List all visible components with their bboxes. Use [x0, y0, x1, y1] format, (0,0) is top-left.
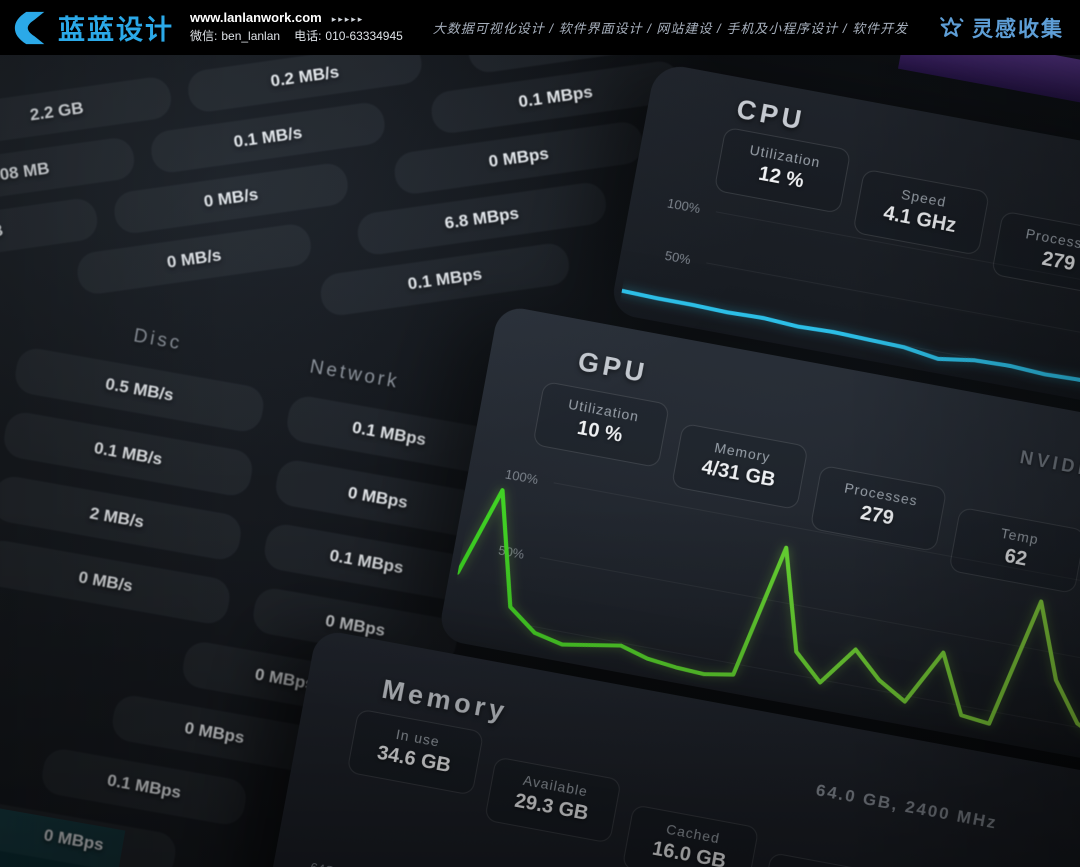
cpu-chart: 100% 50%: [610, 195, 1080, 504]
website-link[interactable]: www.lanlanwork.com: [190, 10, 322, 26]
lanlan-logo[interactable]: 蓝蓝设计: [12, 8, 174, 47]
cpu-utilization-line: [619, 288, 1080, 493]
gpu-utilization-card: Utilization 10 %: [532, 380, 671, 469]
memory-committed-card: Committed 40.8 GB: [759, 852, 897, 867]
phone-number: 010-63334945: [325, 29, 403, 44]
wechat-id: ben_lanlan: [221, 29, 281, 44]
cpu-speed-card: Speed 4.1 GHz: [852, 168, 991, 256]
logo-text: 蓝蓝设计: [58, 15, 174, 45]
arrows-icon: ▸▸▸▸▸: [331, 14, 365, 25]
inspiration-collect-button[interactable]: 灵感收集: [938, 13, 1064, 43]
gpu-utilization-line: [455, 488, 1080, 800]
lanlan-logo-icon: [14, 11, 45, 44]
header-contact: www.lanlanwork.com ▸▸▸▸▸ 微信: ben_lanlan 电话:…: [190, 9, 403, 45]
gpu-section: GPU NVIDIA RT Utilization 10 % Memory 4/…: [437, 304, 1080, 831]
network-speed-cell: 0 MBps: [109, 692, 320, 774]
site-header: 蓝蓝设计 www.lanlanwork.com ▸▸▸▸▸ 微信: ben_lanl…: [0, 0, 1080, 55]
memory-cached-card: Cached 16.0 GB: [621, 804, 760, 867]
star-sketch-icon: [940, 16, 964, 37]
network-speed-cell: 0.1 MBps: [39, 746, 250, 828]
dashboard-scene: 2.2 GB 0.2 MB/s 0 MBps 508 MB 0.1 MB/s 0…: [0, 55, 1080, 867]
wechat-label: 微信:: [190, 29, 218, 44]
cpu-section: CPU AMD Utilization 12 % Speed 4.1 GHz P…: [609, 61, 1080, 504]
memory-inuse-card: In use 34.6 GB: [346, 708, 485, 796]
collect-label: 灵感收集: [972, 17, 1064, 41]
services-list: 大数据可视化设计 / 软件界面设计 / 网站建设 / 手机及小程序设计 / 软件…: [432, 21, 909, 36]
gpu-processes-card: Processes 279: [809, 464, 948, 553]
gpu-memory-card: Memory 4/31 GB: [670, 422, 809, 511]
system-monitor-panel: CPU AMD Utilization 12 % Speed 4.1 GHz P…: [217, 55, 1080, 867]
memory-available-card: Available 29.3 GB: [484, 756, 622, 844]
phone-label: 电话:: [294, 29, 322, 44]
gpu-chart: 100% 50%: [437, 462, 1080, 830]
